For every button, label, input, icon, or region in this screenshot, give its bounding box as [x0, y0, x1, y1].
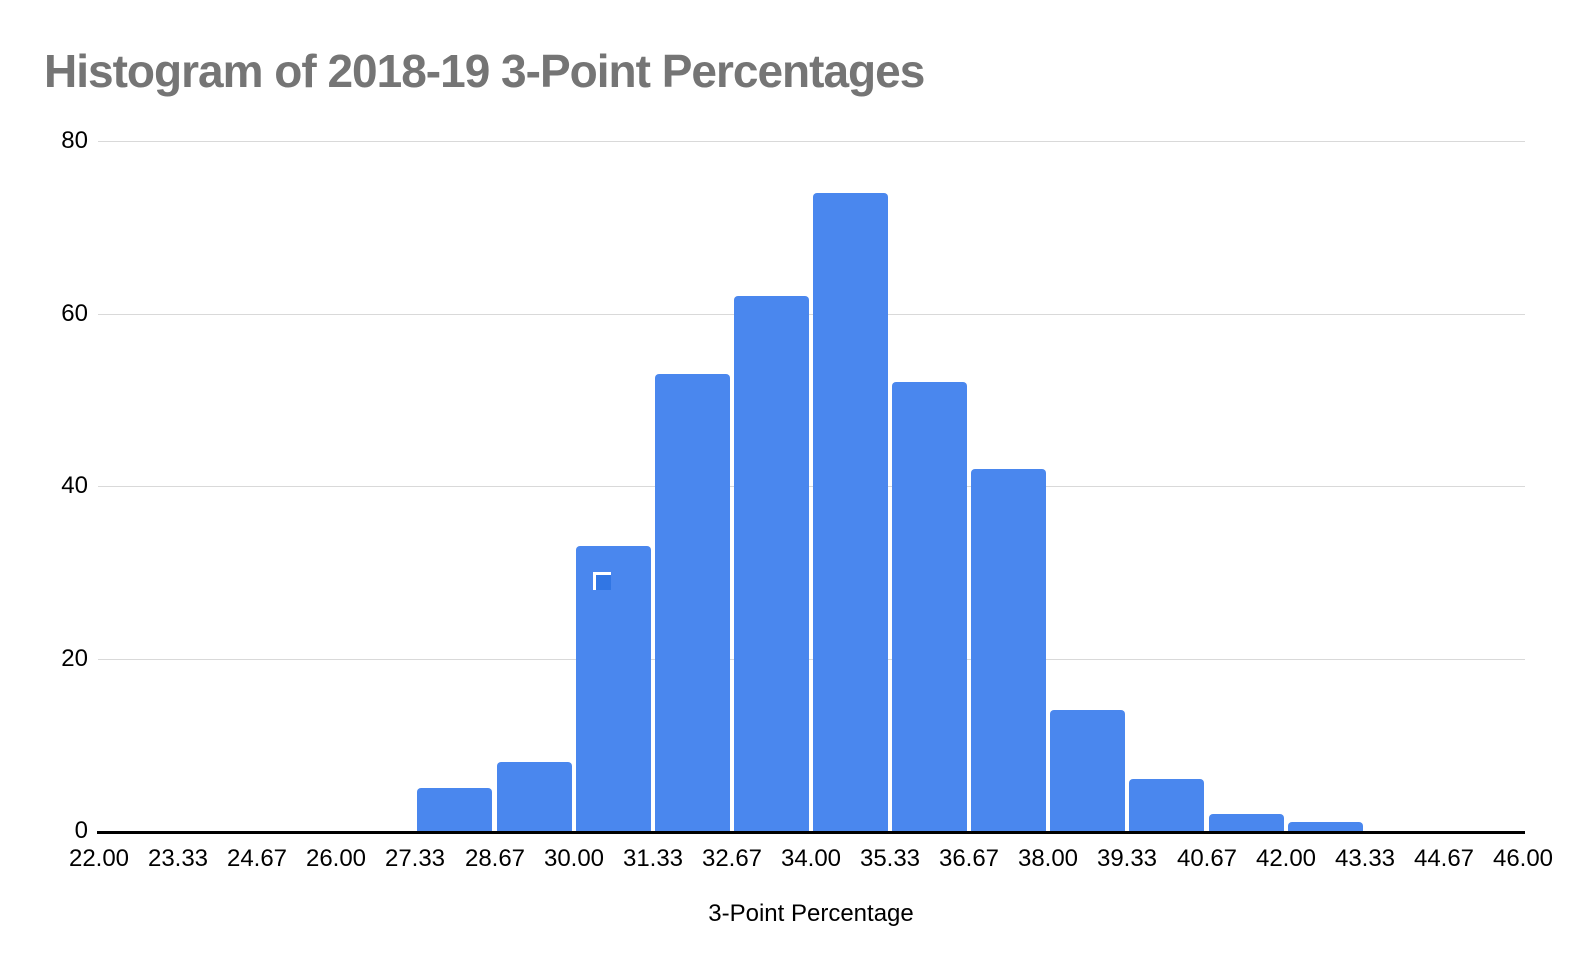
- histogram-bar[interactable]: [1129, 779, 1204, 831]
- x-axis-tick-label: 24.67: [226, 845, 288, 872]
- histogram-bar[interactable]: [1288, 822, 1363, 831]
- x-axis-tick-label: 31.33: [622, 845, 684, 872]
- histogram-bar[interactable]: [813, 193, 888, 831]
- y-axis-tick-label: 80: [61, 127, 88, 154]
- y-axis-tick-label: 60: [61, 300, 88, 327]
- x-axis-tick-label: 26.00: [305, 845, 367, 872]
- gridline: [98, 141, 1525, 142]
- y-axis-tick-label: 40: [61, 472, 88, 499]
- x-axis-tick-label: 38.00: [1017, 845, 1079, 872]
- x-axis-tick-label: 27.33: [384, 845, 446, 872]
- x-axis-line: [97, 831, 1525, 834]
- gridline: [98, 659, 1525, 660]
- x-axis-tick-label: 44.67: [1413, 845, 1475, 872]
- histogram-bar[interactable]: [734, 296, 809, 831]
- x-axis-tick-label: 35.33: [859, 845, 921, 872]
- selection-handle-icon: [593, 572, 611, 590]
- histogram-bar[interactable]: [655, 374, 730, 831]
- y-axis-tick-label: 20: [61, 645, 88, 672]
- x-axis-tick-label: 34.00: [780, 845, 842, 872]
- histogram-bar[interactable]: [971, 469, 1046, 831]
- histogram-bar[interactable]: [576, 546, 651, 831]
- x-axis-tick-label: 28.67: [464, 845, 526, 872]
- histogram-bar[interactable]: [1209, 814, 1284, 831]
- x-axis-tick-label: 39.33: [1096, 845, 1158, 872]
- x-axis-tick-label: 32.67: [701, 845, 763, 872]
- x-axis-title: 3-Point Percentage: [708, 900, 914, 927]
- x-axis-tick-label: 22.00: [68, 845, 130, 872]
- x-axis-tick-label: 30.00: [543, 845, 605, 872]
- x-axis-tick-label: 46.00: [1492, 845, 1554, 872]
- histogram-bar[interactable]: [417, 788, 492, 831]
- x-axis-tick-label: 23.33: [147, 845, 209, 872]
- histogram-bar[interactable]: [497, 762, 572, 831]
- y-axis-tick-label: 0: [74, 817, 88, 844]
- gridline: [98, 314, 1525, 315]
- histogram-bar[interactable]: [1050, 710, 1125, 831]
- chart-title: Histogram of 2018-19 3-Point Percentages: [44, 45, 925, 97]
- x-axis-tick-label: 43.33: [1334, 845, 1396, 872]
- x-axis-tick-label: 42.00: [1255, 845, 1317, 872]
- gridline: [98, 486, 1525, 487]
- histogram-bar[interactable]: [892, 382, 967, 831]
- x-axis-tick-label: 40.67: [1176, 845, 1238, 872]
- x-axis-tick-label: 36.67: [938, 845, 1000, 872]
